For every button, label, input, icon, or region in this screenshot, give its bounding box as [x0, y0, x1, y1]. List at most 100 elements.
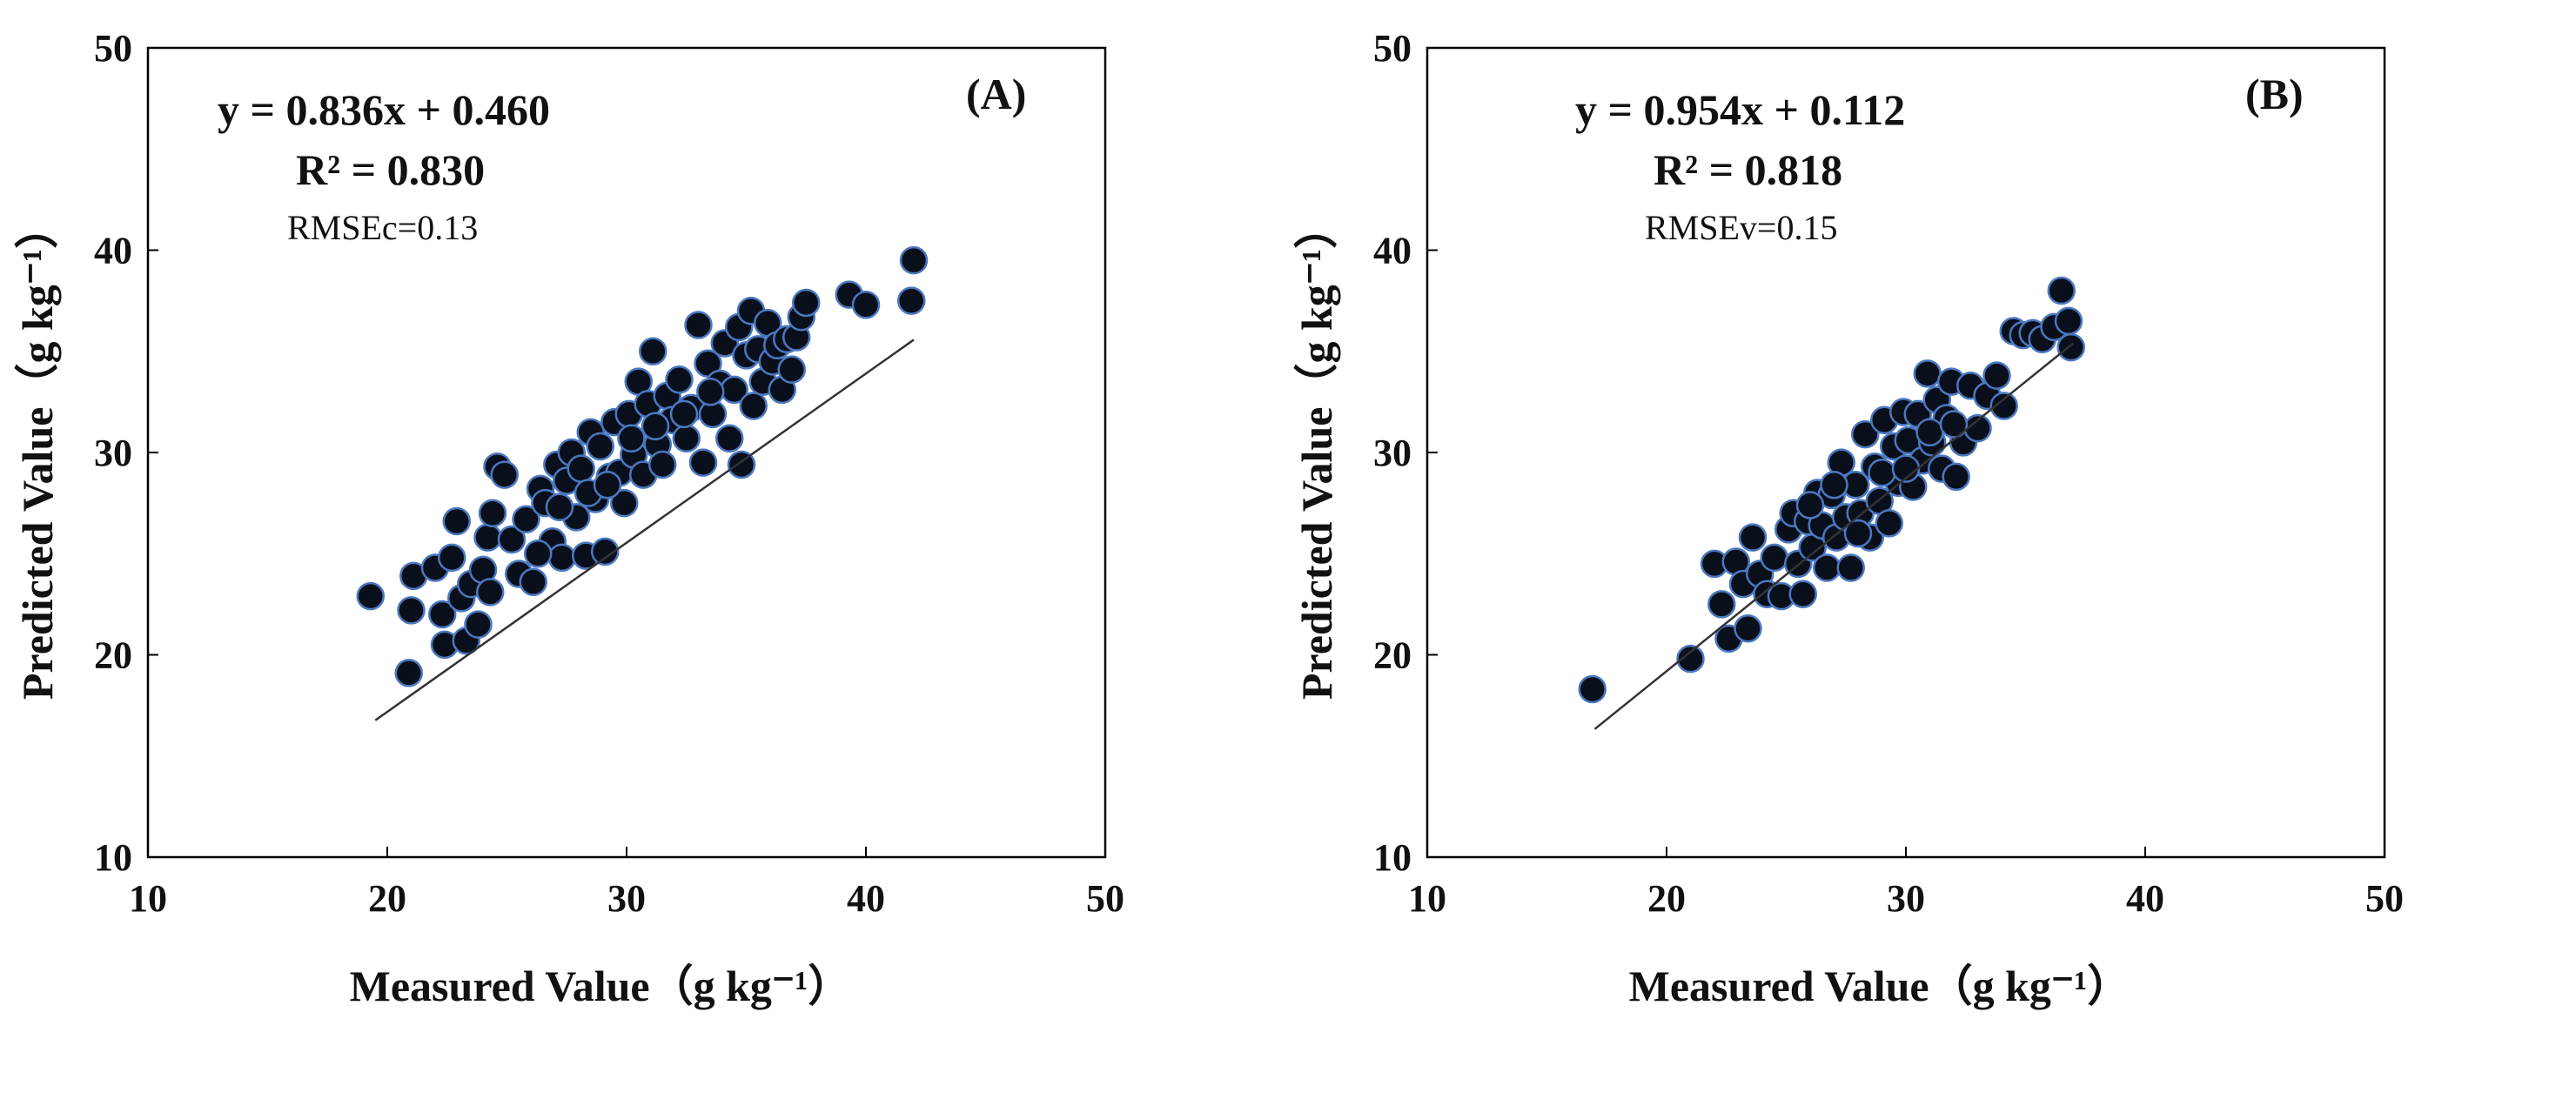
data-point [1989, 392, 2018, 420]
data-point [497, 525, 527, 554]
scatter-points [1578, 276, 2085, 704]
data-point [739, 392, 768, 420]
data-point [473, 523, 502, 552]
data-point [1913, 359, 1942, 388]
y-axis-title: Predicted Value（g kg⁻¹） [13, 205, 62, 700]
data-point [688, 448, 718, 477]
data-point [1738, 523, 1768, 552]
regression-line [1593, 342, 2075, 730]
data-point [777, 355, 806, 384]
x-tick-label: 40 [2126, 877, 2164, 920]
data-point [684, 311, 713, 339]
regression-line [374, 339, 915, 721]
y-tick-label: 30 [1373, 432, 1412, 474]
data-point [1868, 459, 1896, 487]
data-point [1939, 410, 1969, 439]
data-point [672, 424, 701, 452]
data-point [1788, 580, 1817, 608]
data-point [547, 543, 576, 573]
x-axis-title: Measured Value（g kg⁻¹） [1629, 962, 2131, 1010]
data-point [1851, 419, 1880, 449]
r-squared: R² = 0.830 [296, 145, 485, 194]
data-point [897, 286, 926, 315]
data-point [394, 659, 423, 687]
data-point [1813, 553, 1841, 582]
data-point [1915, 418, 1944, 446]
data-point [1578, 674, 1607, 704]
data-point [476, 578, 505, 607]
r-squared: R² = 0.818 [1654, 145, 1842, 194]
data-point [1707, 590, 1736, 619]
data-point [1942, 462, 1970, 492]
data-point [2054, 306, 2083, 336]
data-point [899, 245, 929, 275]
data-point [648, 450, 677, 479]
data-point [397, 596, 426, 625]
data-point [851, 291, 881, 319]
data-point [490, 460, 519, 489]
data-point [1760, 543, 1788, 573]
data-point [1843, 519, 1873, 548]
data-point [356, 581, 385, 611]
y-tick-label: 10 [1373, 836, 1412, 879]
data-point [1982, 361, 2011, 390]
y-tick-label: 20 [1373, 634, 1412, 677]
panel-label: (B) [2245, 70, 2304, 118]
x-tick-label: 30 [1887, 877, 1925, 920]
data-point [524, 540, 553, 568]
x-tick-label: 20 [1647, 877, 1686, 920]
x-tick-label: 10 [1408, 877, 1446, 920]
data-point [1734, 614, 1762, 643]
y-tick-label: 50 [94, 27, 132, 70]
y-tick-label: 20 [94, 634, 132, 677]
data-point [1820, 470, 1848, 499]
x-tick-label: 20 [368, 877, 406, 920]
data-point [2056, 332, 2085, 362]
y-tick-label: 40 [1373, 230, 1412, 272]
regression-equation: y = 0.836x + 0.460 [218, 85, 550, 134]
data-point [641, 412, 670, 441]
x-tick-label: 30 [607, 877, 646, 920]
panel-label: (A) [966, 70, 1026, 118]
x-tick-label: 40 [847, 877, 885, 920]
data-point [519, 567, 547, 597]
data-point [464, 610, 493, 639]
data-point [617, 424, 646, 452]
rmse-value: RMSEc=0.13 [287, 208, 478, 247]
data-point [715, 424, 744, 452]
data-point [591, 537, 620, 566]
data-point [586, 432, 614, 461]
data-point [1836, 553, 1865, 582]
data-point [567, 454, 595, 483]
data-point [1676, 644, 1705, 674]
regression-equation: y = 0.954x + 0.112 [1575, 85, 1905, 134]
x-tick-label: 10 [129, 877, 167, 920]
data-point [1875, 509, 1903, 538]
data-point [792, 288, 821, 318]
x-tick-label: 50 [1086, 877, 1124, 920]
data-point [2047, 276, 2076, 305]
y-tick-label: 30 [94, 432, 132, 474]
panel-b: 10 20 30 40 50 10 20 30 40 50 Measured Value（g kg⁻… [1292, 27, 2404, 1010]
data-point [442, 506, 471, 536]
data-point [428, 600, 457, 629]
y-axis-title: Predicted Value（g kg⁻¹） [1292, 205, 1341, 700]
data-point [665, 365, 694, 394]
data-point [669, 399, 699, 429]
y-tick-label: 40 [94, 230, 132, 272]
data-point [696, 378, 725, 406]
data-point [478, 499, 507, 527]
y-tick-label: 50 [1373, 27, 1412, 70]
panel-a: 10 20 30 40 50 10 20 30 40 50 Measured Value（g kg⁻… [13, 27, 1124, 1010]
x-axis-title: Measured Value（g kg⁻¹） [350, 962, 852, 1010]
data-point [512, 505, 540, 533]
x-tick-label: 50 [2365, 877, 2404, 920]
data-point [639, 337, 667, 365]
data-point [1795, 491, 1825, 519]
data-point [438, 543, 466, 573]
scatter-points [356, 245, 929, 687]
y-tick-label: 10 [94, 836, 132, 879]
data-point [593, 470, 622, 499]
rmse-value: RMSEv=0.15 [1645, 208, 1837, 247]
